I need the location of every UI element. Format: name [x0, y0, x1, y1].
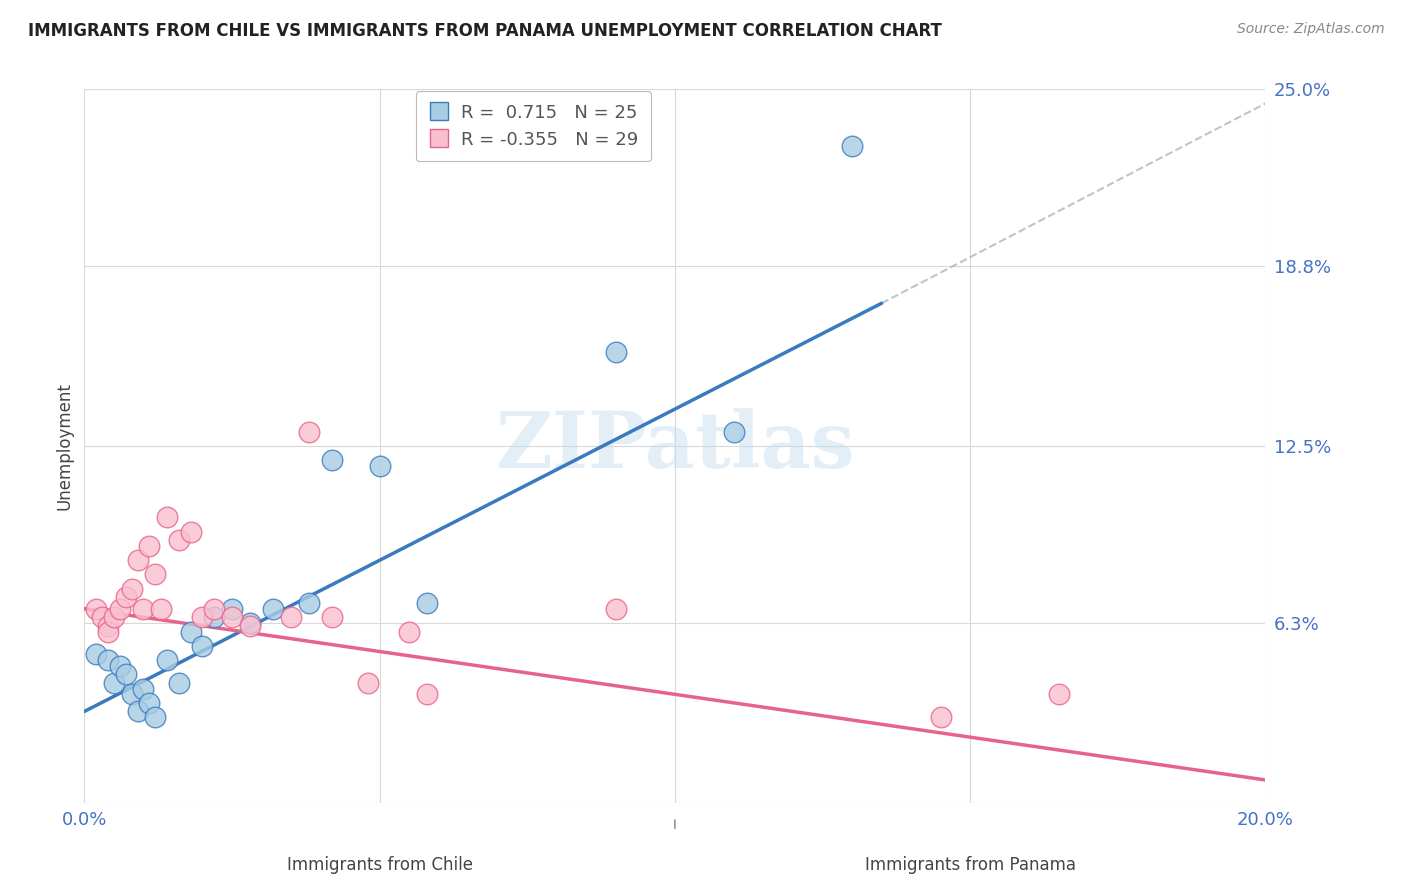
- Point: [298, 425, 321, 439]
- Text: IMMIGRANTS FROM CHILE VS IMMIGRANTS FROM PANAMA UNEMPLOYMENT CORRELATION CHART: IMMIGRANTS FROM CHILE VS IMMIGRANTS FROM…: [28, 22, 942, 40]
- Y-axis label: Unemployment: Unemployment: [55, 382, 73, 510]
- Point: [929, 710, 952, 724]
- Point: [605, 601, 627, 615]
- Point: [150, 601, 173, 615]
- Point: [841, 139, 863, 153]
- Point: [723, 425, 745, 439]
- Point: [167, 676, 190, 690]
- Point: [143, 567, 166, 582]
- Point: [262, 601, 284, 615]
- Point: [84, 648, 107, 662]
- Point: [91, 610, 114, 624]
- Point: [298, 596, 321, 610]
- Point: [321, 610, 343, 624]
- Point: [167, 533, 190, 548]
- Point: [132, 601, 155, 615]
- Point: [97, 653, 120, 667]
- Point: [191, 610, 214, 624]
- Point: [180, 624, 202, 639]
- Point: [202, 610, 225, 624]
- Point: [114, 591, 136, 605]
- Point: [114, 667, 136, 681]
- Point: [180, 524, 202, 539]
- Point: [127, 705, 149, 719]
- Point: [156, 653, 179, 667]
- Point: [138, 696, 160, 710]
- Point: [138, 539, 160, 553]
- Point: [221, 610, 243, 624]
- Point: [103, 676, 125, 690]
- Point: [143, 710, 166, 724]
- Point: [108, 601, 131, 615]
- Point: [321, 453, 343, 467]
- Point: [103, 610, 125, 624]
- Text: ZIPatlas: ZIPatlas: [495, 408, 855, 484]
- Text: Immigrants from Panama: Immigrants from Panama: [865, 856, 1076, 874]
- Text: Source: ZipAtlas.com: Source: ZipAtlas.com: [1237, 22, 1385, 37]
- Point: [221, 601, 243, 615]
- Legend: R =  0.715   N = 25, R = -0.355   N = 29: R = 0.715 N = 25, R = -0.355 N = 29: [416, 91, 651, 161]
- Point: [416, 687, 439, 701]
- Point: [191, 639, 214, 653]
- Point: [97, 619, 120, 633]
- Point: [398, 624, 420, 639]
- Point: [132, 681, 155, 696]
- Point: [605, 344, 627, 359]
- Point: [97, 624, 120, 639]
- Point: [416, 596, 439, 610]
- Point: [84, 601, 107, 615]
- Text: Immigrants from Chile: Immigrants from Chile: [287, 856, 472, 874]
- Point: [202, 601, 225, 615]
- Point: [357, 676, 380, 690]
- Point: [368, 458, 391, 473]
- Point: [121, 582, 143, 596]
- Point: [239, 619, 262, 633]
- Point: [156, 510, 179, 524]
- Point: [127, 553, 149, 567]
- Point: [280, 610, 302, 624]
- Point: [239, 615, 262, 630]
- Point: [1047, 687, 1070, 701]
- Point: [121, 687, 143, 701]
- Point: [108, 658, 131, 673]
